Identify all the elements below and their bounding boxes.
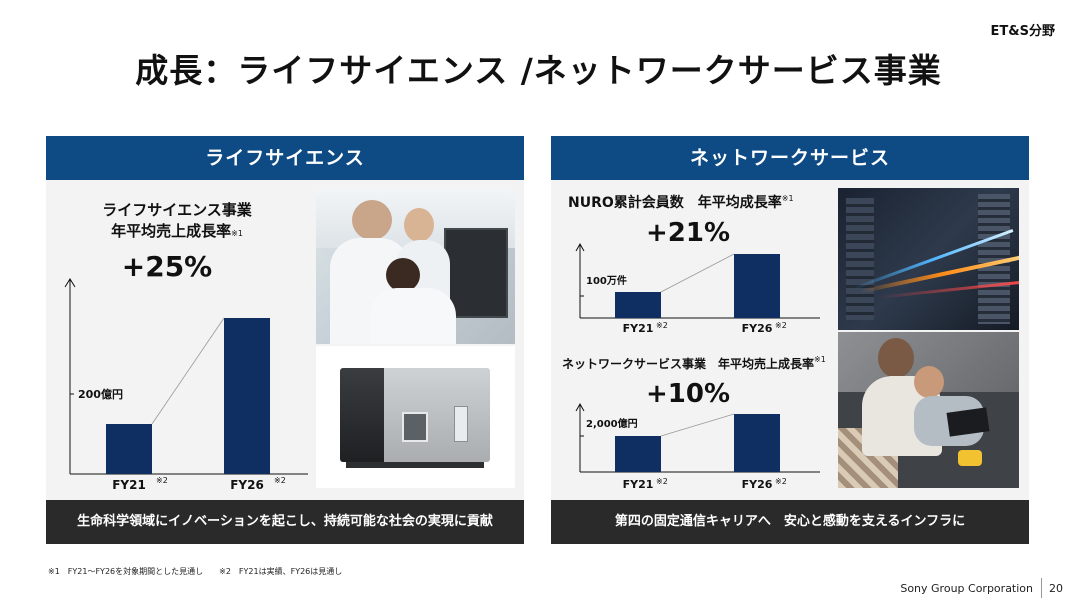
network-chart-trend-line bbox=[660, 413, 735, 437]
nuro-chart-bar-fy21 bbox=[615, 292, 661, 318]
network-chart-axis-arrow bbox=[575, 402, 585, 412]
left-kpi-line2: 年平均売上成長率※1 bbox=[82, 220, 272, 241]
nuro-chart-note-fy26: ※2 bbox=[775, 321, 787, 330]
lab-scientists-photo bbox=[316, 188, 515, 344]
left-chart-bar-fy26 bbox=[224, 318, 270, 474]
left-kpi-note: ※1 bbox=[231, 229, 243, 238]
nuro-chart-tick-label-fy26: FY26 bbox=[742, 322, 773, 335]
network-growth-value: +10% bbox=[645, 379, 731, 409]
instrument-dark-side bbox=[340, 368, 384, 462]
left-chart-note-fy26: ※2 bbox=[274, 476, 286, 485]
left-kpi-line1: ライフサイエンス事業 bbox=[102, 201, 252, 219]
network-chart: 2,000億円 FY21 ※2 FY26 ※2 bbox=[575, 402, 820, 491]
corporation-name: Sony Group Corporation bbox=[900, 582, 1033, 595]
right-panel-header: ネットワークサービス bbox=[551, 136, 1029, 180]
footnotes: ※1 FY21～FY26を対象期間とした見通し ※2 FY21は実績、FY26は… bbox=[48, 567, 343, 576]
network-chart-tick-label-fy21: FY21 bbox=[623, 478, 654, 491]
nuro-chart: 100万件 FY21 ※2 FY26 ※2 bbox=[575, 242, 820, 335]
left-growth-value: +25% bbox=[121, 250, 213, 283]
footer-divider bbox=[1041, 578, 1042, 598]
page-title: 成長：ライフサイエンス /ネットワークサービス事業 bbox=[135, 51, 942, 90]
left-chart-axis-label: 200億円 bbox=[78, 387, 123, 401]
family-tablet-photo bbox=[838, 332, 1019, 488]
network-chart-note-fy21: ※2 bbox=[656, 477, 668, 486]
left-chart-tick-label-fy21: FY21 bbox=[112, 478, 146, 492]
instrument-panel bbox=[454, 406, 468, 442]
left-chart-note-fy21: ※2 bbox=[156, 476, 168, 485]
nuro-kpi-note: ※1 bbox=[781, 194, 794, 203]
photo-equipment bbox=[444, 228, 508, 318]
right-panel-footer: 第四の固定通信キャリアへ 安心と感動を支えるインフラに bbox=[551, 500, 1029, 544]
nuro-chart-tick-label-fy21: FY21 bbox=[623, 322, 654, 335]
left-kpi-line2-text: 年平均売上成長率 bbox=[111, 222, 232, 240]
division-label: ET&S分野 bbox=[990, 24, 1055, 39]
server-rack-1 bbox=[846, 198, 874, 320]
network-kpi-note: ※1 bbox=[814, 355, 826, 364]
network-chart-axis-label: 2,000億円 bbox=[586, 417, 638, 430]
instrument-base bbox=[346, 462, 484, 468]
nuro-kpi-label: NURO累計会員数 年平均成長率※1 bbox=[568, 192, 838, 212]
nuro-chart-axis-label: 100万件 bbox=[586, 274, 627, 287]
nuro-chart-axis-arrow bbox=[575, 242, 585, 252]
nuro-chart-bar-fy26 bbox=[734, 254, 780, 318]
father-head bbox=[878, 338, 914, 378]
network-chart-note-fy26: ※2 bbox=[775, 477, 787, 486]
photo-scientist-2 bbox=[404, 208, 434, 242]
network-kpi-label: ネットワークサービス事業 年平均売上成長率※1 bbox=[562, 355, 842, 372]
instrument-window bbox=[402, 412, 428, 442]
left-chart-bar-fy21 bbox=[106, 424, 152, 474]
left-chart-axis-arrow bbox=[64, 278, 76, 288]
network-chart-tick-label-fy26: FY26 bbox=[742, 478, 773, 491]
network-chart-bar-fy26 bbox=[734, 414, 780, 472]
child-head bbox=[914, 366, 944, 398]
nuro-chart-trend-line bbox=[660, 253, 735, 293]
left-chart: 200億円 FY21 ※2 FY26 ※2 bbox=[64, 278, 308, 492]
nuro-chart-note-fy21: ※2 bbox=[656, 321, 668, 330]
left-chart-tick-label-fy26: FY26 bbox=[230, 478, 264, 492]
photo-scientist-3-coat bbox=[370, 288, 456, 344]
left-panel-header: ライフサイエンス bbox=[46, 136, 524, 180]
data-center-photo bbox=[838, 188, 1019, 330]
nuro-kpi-label-text: NURO累計会員数 年平均成長率 bbox=[568, 195, 782, 211]
network-kpi-label-text: ネットワークサービス事業 年平均売上成長率 bbox=[562, 357, 815, 371]
page-number: 20 bbox=[1049, 582, 1063, 595]
left-chart-trend-line bbox=[151, 317, 225, 425]
yellow-socks bbox=[958, 450, 982, 466]
photo-scientist-3 bbox=[386, 258, 420, 292]
photo-scientist-1 bbox=[352, 200, 392, 240]
left-panel-footer: 生命科学領域にイノベーションを起こし、持続可能な社会の実現に貢献 bbox=[46, 500, 524, 544]
network-chart-bar-fy21 bbox=[615, 436, 661, 472]
nuro-growth-value: +21% bbox=[645, 218, 731, 248]
cell-sorter-instrument-photo bbox=[316, 346, 515, 488]
